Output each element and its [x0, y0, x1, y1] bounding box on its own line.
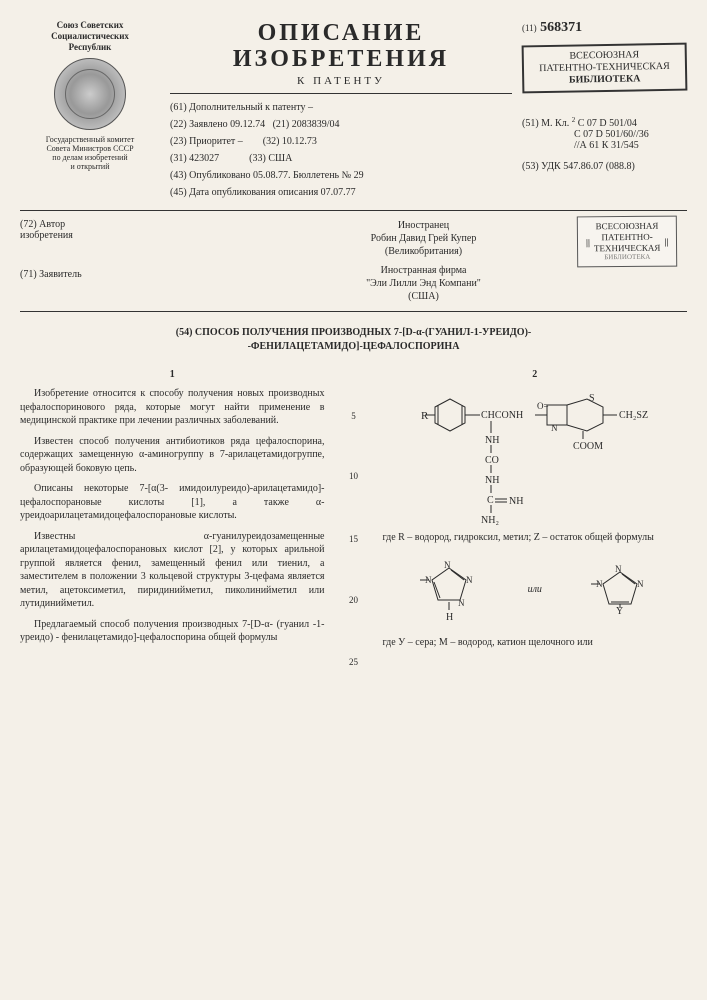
biblio-22: (22) Заявлено 09.12.74: [170, 119, 265, 130]
body-column-1: 1 Изобретение относится к способу получе…: [20, 368, 325, 657]
library-stamp: ВСЕСОЮЗНАЯ ПАТЕНТНО-ТЕХНИЧЕСКАЯ БИБЛИОТЕ…: [522, 43, 688, 94]
svg-text:S: S: [589, 393, 595, 404]
patent-title-54: (54) СПОСОБ ПОЛУЧЕНИЯ ПРОИЗВОДНЫХ 7-[D-α…: [40, 326, 667, 354]
tetrazole-structure-2: N N N Y: [585, 560, 655, 620]
biblio-33: (33) США: [249, 153, 292, 164]
line-num-20: 20: [345, 594, 363, 606]
svg-text:CHCONH: CHCONH: [481, 410, 523, 421]
svg-text:NH: NH: [485, 435, 499, 446]
biblio-53: (53) УДК 547.86.07 (088.8): [522, 161, 687, 172]
label-72: (72) Автор изобретения: [20, 219, 160, 241]
document-sub-title: К ПАТЕНТУ: [170, 75, 512, 87]
body-column-2: 2 R CHCONH O= N S: [383, 368, 688, 657]
line-num-25: 25: [345, 656, 363, 668]
svg-text:N: N: [458, 598, 465, 608]
biblio-45: (45) Дата опубликования описания 07.07.7…: [170, 185, 512, 200]
biblio-51-label: (51) М. Кл.: [522, 118, 569, 129]
biblio-43: (43) Опубликовано 05.08.77. Бюллетень № …: [170, 168, 512, 183]
state-emblem-icon: [54, 58, 126, 130]
col1-number: 1: [20, 368, 325, 382]
chemical-structure-main: R CHCONH O= N S CH₂SZ COOM NH CO: [395, 387, 675, 527]
biblio-22-21: (22) Заявлено 09.12.74 (21) 2083839/04: [170, 117, 512, 132]
biblio-51c: //А 61 К 31/545: [574, 140, 639, 151]
svg-text:N: N: [466, 575, 473, 585]
svg-text:C: C: [487, 495, 494, 506]
biblio-23-32: (23) Приоритет – (32) 10.12.73: [170, 134, 512, 149]
svg-text:COOM: COOM: [573, 441, 603, 452]
svg-text:R: R: [421, 410, 429, 422]
svg-text:N: N: [615, 564, 622, 574]
where-y-text: где У – сера; М – водород, катион щелочн…: [383, 636, 688, 650]
paragraph-3: Описаны некоторые 7-[α(3- имидоилуреидо)…: [20, 482, 325, 523]
svg-text:CO: CO: [485, 455, 499, 466]
paragraph-5: Предлагаемый способ получения производны…: [20, 618, 325, 645]
svg-text:N: N: [551, 423, 558, 433]
biblio-51: (51) М. Кл. 2 С 07 D 501/04 С 07 D 501/6…: [522, 118, 687, 151]
paragraph-4: Известны α-гуанилуреидозамещенные арилац…: [20, 530, 325, 611]
library-stamp-2: ВСЕСОЮЗНАЯ || ПАТЕНТНО- ТЕХНИЧЕСКАЯ || Б…: [576, 215, 677, 267]
biblio-51b: С 07 D 501/60//36: [574, 129, 649, 140]
stamp2-l3: ТЕХНИЧЕСКАЯ: [594, 242, 660, 253]
biblio-61: (61) Дополнительный к патенту –: [170, 100, 512, 115]
committee-label: Государственный комитет Совета Министров…: [20, 136, 160, 171]
paragraph-2: Известен способ получения антибиотиков р…: [20, 435, 325, 476]
svg-text:CH₂SZ: CH₂SZ: [619, 410, 648, 421]
or-word: или: [528, 583, 542, 597]
line-num-5: 5: [345, 410, 363, 422]
line-num-15: 15: [345, 533, 363, 545]
svg-text:NH: NH: [485, 475, 499, 486]
patent-number-block: (11) 568371: [522, 20, 687, 36]
firm-name: "Эли Лилли Энд Компани": [160, 277, 687, 290]
svg-text:O=: O=: [537, 401, 549, 411]
svg-text:N: N: [444, 560, 451, 570]
biblio-31: (31) 423027: [170, 153, 219, 164]
biblio-21: (21) 2083839/04: [273, 119, 340, 130]
stamp2-l4: БИБЛИОТЕКА: [586, 253, 668, 262]
line-num-10: 10: [345, 470, 363, 482]
firm-country: (США): [160, 290, 687, 303]
code-11: (11): [522, 23, 537, 33]
svg-text:NH₂: NH₂: [481, 515, 499, 526]
biblio-51a: С 07 D 501/04: [578, 118, 637, 129]
line-number-gutter: 5 10 15 20 25: [345, 368, 363, 657]
col2-number: 2: [383, 368, 688, 382]
svg-text:NH: NH: [509, 496, 523, 507]
svg-text:N: N: [637, 579, 644, 589]
svg-text:H: H: [446, 612, 453, 623]
tetrazole-structure-1: N N N N H: [414, 556, 484, 624]
patent-number: 568371: [540, 20, 582, 35]
stamp2-l1: ВСЕСОЮЗНАЯ: [586, 220, 668, 232]
biblio-32: (32) 10.12.73: [263, 136, 317, 147]
document-main-title: ОПИСАНИЕ ИЗОБРЕТЕНИЯ: [170, 20, 512, 73]
where-r-text: где R – водород, гидроксил, метил; Z – о…: [383, 531, 688, 545]
biblio-31-33: (31) 423027 (33) США: [170, 151, 512, 166]
biblio-23: (23) Приоритет –: [170, 136, 243, 147]
stamp2-l2: ПАТЕНТНО-: [594, 231, 660, 242]
label-71: (71) Заявитель: [20, 269, 160, 280]
union-label: Союз Советских Социалистических Республи…: [20, 20, 160, 52]
paragraph-1: Изобретение относится к способу получени…: [20, 387, 325, 428]
